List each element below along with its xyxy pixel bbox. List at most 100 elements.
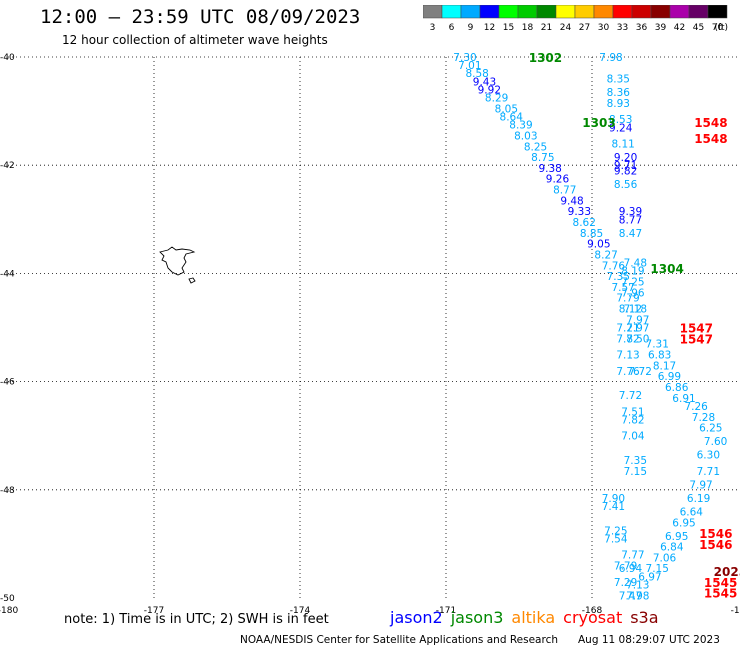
colorbar-label: 33 (617, 23, 628, 33)
swh-point: 8.03 (514, 130, 537, 142)
swh-point: 7.41 (602, 501, 625, 513)
swh-point: 8.17 (653, 360, 676, 372)
satellite-legend: jason2 jason3 altika cryosat s3a (390, 608, 667, 627)
swh-point: 7.35 (624, 455, 647, 467)
swh-point: 7.82 (616, 333, 639, 345)
swh-point: 7.06 (653, 552, 677, 564)
chart-subtitle: 12 hour collection of altimeter wave hei… (62, 33, 328, 47)
swh-point: 7.90 (602, 493, 625, 505)
pass-time-label: 1546 (699, 527, 732, 541)
pass-time-label: 1304 (650, 262, 683, 276)
swh-point: 7.31 (646, 339, 669, 351)
swh-point: 7.28 (692, 412, 715, 424)
axis-tick-labels: -180 -177 -174 -171 -168 -16 -40 -42 -44 -46 -48 -5… (0, 53, 740, 616)
swh-point: 6.99 (658, 371, 681, 383)
colorbar-label: 21 (541, 23, 552, 33)
swh-point: 8.64 (500, 112, 524, 124)
swh-point: 6.25 (699, 423, 722, 435)
swh-point: 8.36 (607, 87, 631, 99)
pass-time-label: 1545 (704, 587, 737, 601)
colorbar-label: 15 (503, 23, 514, 33)
swh-point: 7.15 (646, 563, 669, 575)
pass-time-label: 1545 (704, 576, 737, 590)
swh-point: 6.97 (638, 571, 661, 583)
swh-point: 9.38 (538, 163, 561, 175)
swh-point: 7.97 (626, 323, 649, 335)
swh-point: 9.39 (619, 206, 642, 218)
y-tick-label: -50 (0, 594, 15, 604)
swh-point: 8.93 (607, 98, 630, 110)
swh-point: 7.72 (629, 366, 652, 378)
colorbar-swatch (707, 5, 728, 19)
swh-point: 7.25 (621, 277, 644, 289)
swh-point: 8.05 (495, 103, 518, 115)
x-tick-label: -168 (582, 606, 603, 616)
x-tick-label: -180 (0, 606, 18, 616)
swh-point: 8.35 (607, 74, 630, 86)
swh-point: 7.71 (697, 466, 720, 478)
swh-point: 6.94 (619, 563, 643, 575)
swh-point: 8.25 (524, 141, 547, 153)
colorbar-unit: (ft) (714, 23, 728, 33)
swh-point: 8.27 (594, 249, 617, 261)
swh-point: 6.84 (660, 542, 684, 554)
colorbar-label: 3 (430, 23, 436, 33)
swh-point: 7.72 (619, 390, 642, 402)
swh-point: 6.83 (648, 350, 671, 362)
swh-point: 7.50 (626, 333, 649, 345)
swh-point: 7.97 (689, 479, 712, 491)
swh-point: 8.47 (619, 228, 642, 240)
satellite-s3a: s3a (630, 608, 659, 627)
swh-point: 6.86 (665, 382, 689, 394)
swh-point: 7.25 (604, 525, 627, 537)
swh-point: 7.98 (599, 52, 622, 64)
swh-point: 6.19 (687, 493, 710, 505)
swh-point: 9.33 (568, 206, 591, 218)
swh-point: 9.05 (587, 239, 610, 251)
swh-point: 7.98 (626, 590, 649, 602)
x-tick-label: -177 (144, 606, 164, 616)
swh-point: 8.12 (619, 304, 642, 316)
swh-point: 8.11 (611, 139, 634, 151)
swh-point: 9.20 (614, 152, 637, 164)
swh-point: 7.51 (621, 406, 644, 418)
swh-point: 8.58 (465, 68, 488, 80)
timestamp-text: Aug 11 08:29:07 UTC 2023 (578, 634, 720, 646)
y-tick-label: -42 (0, 161, 15, 171)
colorbar-label: 36 (636, 23, 648, 33)
pass-time-label: 1548 (694, 116, 727, 130)
swh-point: 9.82 (614, 166, 637, 178)
swh-point: 9.43 (473, 76, 496, 88)
swh-point: 7.35 (607, 271, 630, 283)
swh-point: 9.24 (609, 122, 633, 134)
colorbar-label: 70 (712, 23, 724, 33)
pass-time-label: 1548 (694, 132, 727, 146)
pass-time-label: 1547 (680, 322, 713, 336)
swh-point: 8.39 (509, 120, 532, 132)
swh-point: 7.26 (684, 401, 708, 413)
colorbar-label: 12 (484, 23, 495, 33)
swh-point: 6.95 (665, 531, 688, 543)
island-outline (159, 246, 196, 284)
colorbar-label: 24 (560, 23, 572, 33)
pass-time-label: 2025 (714, 565, 740, 579)
swh-point: 7.01 (458, 60, 481, 72)
satellite-cryosat: cryosat (563, 608, 623, 627)
swh-point: 7.97 (626, 314, 649, 326)
swh-point: 9.71 (614, 160, 637, 172)
colorbar-legend: 3 6 9 12 15 18 21 24 27 30 33 36 39 42 45 70(ft) (423, 5, 728, 33)
swh-point: 7.60 (704, 436, 727, 448)
swh-point: 8.29 (485, 93, 508, 105)
swh-point: 7.48 (624, 258, 647, 270)
y-tick-label: -40 (0, 53, 15, 63)
swh-point: 7.77 (621, 550, 644, 562)
x-tick-label: -171 (436, 606, 456, 616)
colorbar-label: 9 (468, 23, 474, 33)
pass-time-label: 1303 (582, 116, 615, 130)
colorbar-label: 27 (579, 23, 590, 33)
x-tick-label: -16 (731, 606, 740, 616)
swh-point: 6.95 (672, 517, 695, 529)
swh-points: 7.307.018.589.439.928.298.058.648.398.03… (453, 52, 727, 602)
swh-point: 8.85 (580, 228, 603, 240)
swh-point: 7.04 (621, 431, 645, 443)
